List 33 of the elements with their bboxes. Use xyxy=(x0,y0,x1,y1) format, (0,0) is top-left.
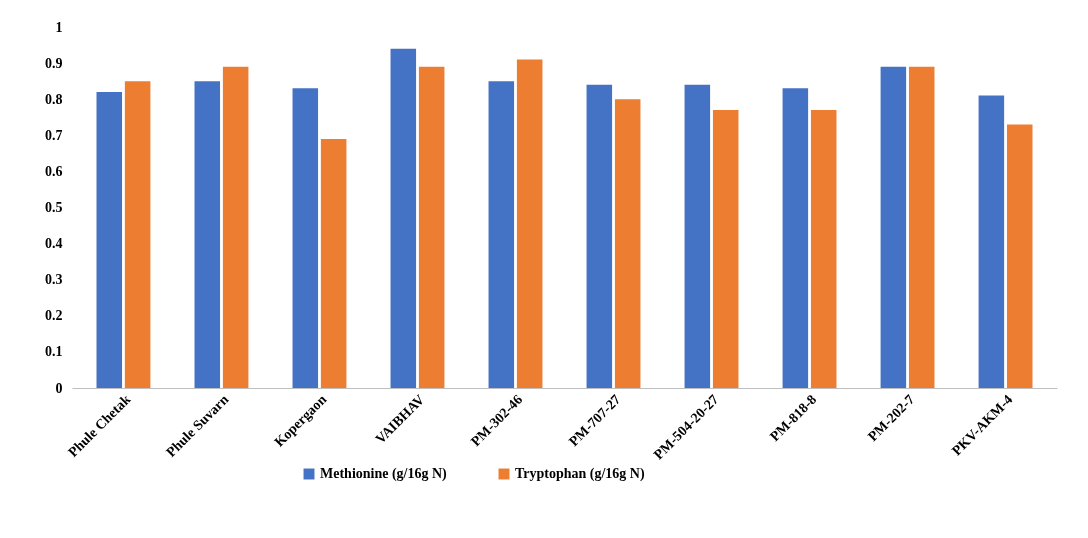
bar xyxy=(712,110,739,388)
y-tick-label: 1 xyxy=(55,19,63,35)
y-tick-label: 0.7 xyxy=(45,127,63,143)
bar xyxy=(418,66,445,388)
legend-label: Methionine (g/16g N) xyxy=(320,466,448,482)
bar xyxy=(222,66,249,388)
bar xyxy=(1006,124,1033,388)
bar xyxy=(614,99,641,388)
bar xyxy=(684,84,711,388)
bar xyxy=(880,66,907,388)
bar xyxy=(810,110,837,388)
y-tick-label: 0.3 xyxy=(45,272,63,288)
bar xyxy=(292,88,319,388)
y-tick-label: 0.9 xyxy=(45,55,63,71)
legend-label: Tryptophan (g/16g N) xyxy=(515,466,645,482)
bar xyxy=(124,81,151,388)
y-tick-label: 0.1 xyxy=(45,344,63,360)
bar xyxy=(96,91,123,388)
bar xyxy=(516,59,543,388)
y-tick-label: 0 xyxy=(55,380,63,396)
bar xyxy=(978,95,1005,388)
y-tick-label: 0.4 xyxy=(45,236,63,252)
y-tick-label: 0.6 xyxy=(45,163,63,179)
bar xyxy=(586,84,613,388)
y-tick-label: 0.5 xyxy=(45,200,63,215)
bar xyxy=(194,81,221,388)
bar xyxy=(782,88,809,388)
y-tick-label: 0.8 xyxy=(45,91,63,107)
bar xyxy=(908,66,935,388)
bar xyxy=(488,81,515,388)
y-tick-label: 0.2 xyxy=(45,308,63,324)
bar xyxy=(320,138,347,388)
bar xyxy=(390,48,417,388)
